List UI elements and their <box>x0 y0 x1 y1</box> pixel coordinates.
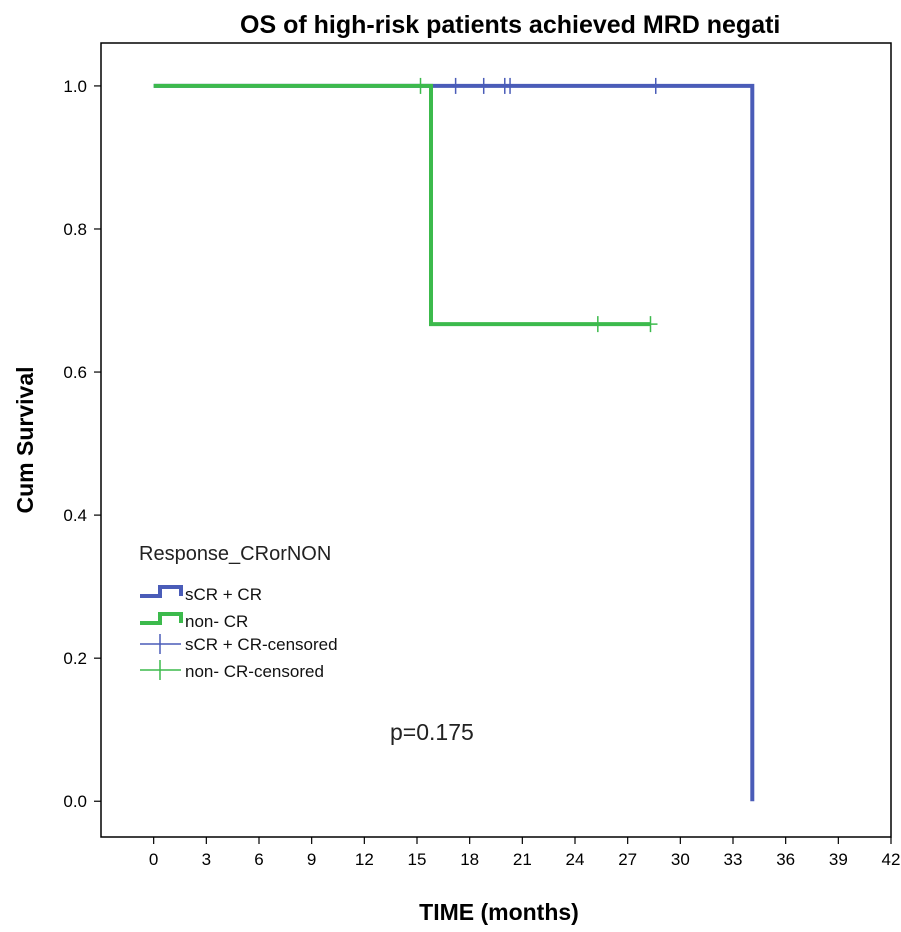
legend-swatch-scr-cr <box>140 585 183 598</box>
y-tick-label: 0.4 <box>63 506 87 525</box>
y-tick-label: 0.0 <box>63 792 87 811</box>
y-axis-title: Cum Survival <box>12 367 38 514</box>
legend-swatch-non-cr <box>140 612 183 625</box>
x-tick-label: 15 <box>408 850 427 869</box>
x-tick-label: 18 <box>460 850 479 869</box>
y-tick-label: 0.6 <box>63 363 87 382</box>
x-axis-ticks: 0 3 6 9 12 15 18 21 24 27 30 33 36 39 42 <box>149 837 901 869</box>
x-tick-label: 3 <box>202 850 211 869</box>
x-axis-title: TIME (months) <box>419 899 579 925</box>
censored-mark-scr-cr <box>503 77 518 94</box>
chart-title: OS of high-risk patients achieved MRD ne… <box>240 11 780 39</box>
x-tick-label: 27 <box>618 850 637 869</box>
censored-mark-non-cr <box>590 316 605 333</box>
x-tick-label: 39 <box>829 850 848 869</box>
censored-mark-scr-cr <box>448 77 463 94</box>
series-line-scr-cr <box>153 83 755 802</box>
series-layer <box>153 77 755 802</box>
legend-title: Response_CRorNON <box>139 543 331 565</box>
x-tick-label: 0 <box>149 850 158 869</box>
censored-mark-scr-cr <box>476 77 491 94</box>
censored-mark-scr-cr <box>648 77 663 94</box>
series-line-non-cr <box>153 83 651 327</box>
x-tick-label: 24 <box>566 850 585 869</box>
legend: Response_CRorNON sCR + CR non- CR sCR + … <box>139 543 338 681</box>
x-tick-label: 36 <box>776 850 795 869</box>
x-tick-label: 21 <box>513 850 532 869</box>
y-tick-label: 0.8 <box>63 220 87 239</box>
legend-label-scr-cr: sCR + CR <box>185 585 262 604</box>
y-tick-label: 1.0 <box>63 77 87 96</box>
x-tick-label: 12 <box>355 850 374 869</box>
legend-label-non-cr-censored: non- CR-censored <box>185 662 324 681</box>
p-value-annotation: p=0.175 <box>390 719 474 745</box>
legend-label-non-cr: non- CR <box>185 612 248 631</box>
x-tick-label: 9 <box>307 850 316 869</box>
x-tick-label: 6 <box>254 850 263 869</box>
y-tick-label: 0.2 <box>63 649 87 668</box>
censored-mark-non-cr <box>643 316 658 333</box>
x-tick-label: 33 <box>724 850 743 869</box>
legend-label-scr-cr-censored: sCR + CR-censored <box>185 635 338 654</box>
x-tick-label: 30 <box>671 850 690 869</box>
plot-frame <box>100 42 892 838</box>
censored-mark-non-cr <box>413 77 428 94</box>
legend-swatch-non-cr-censored <box>140 660 181 680</box>
x-tick-label: 42 <box>882 850 901 869</box>
legend-swatch-scr-cr-censored <box>140 634 181 654</box>
y-axis-ticks: 0.0 0.2 0.4 0.6 0.8 1.0 <box>63 77 101 811</box>
